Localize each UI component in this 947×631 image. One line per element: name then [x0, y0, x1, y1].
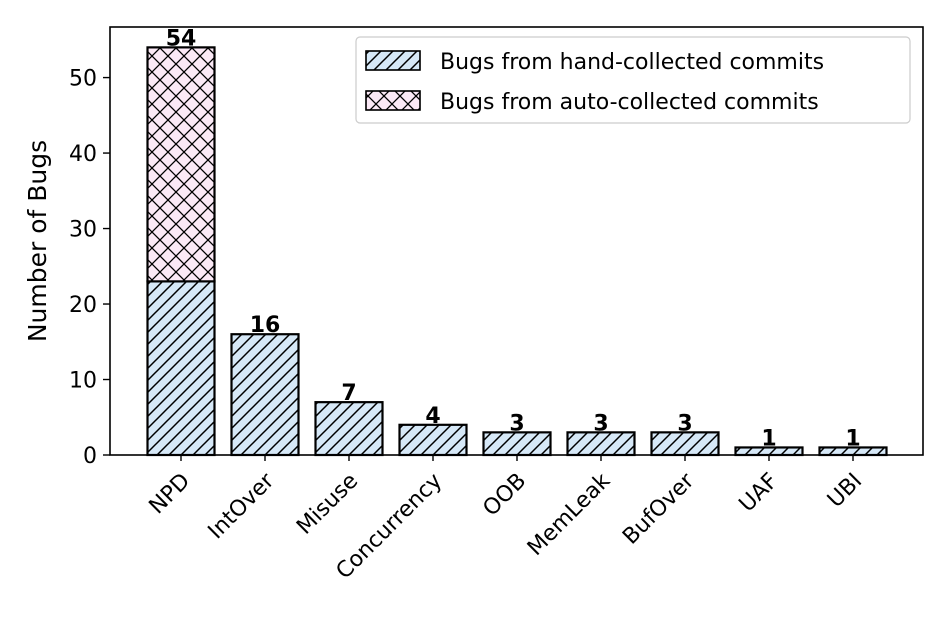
value-label-bufover: 3: [677, 411, 692, 436]
value-label-ubi: 1: [845, 426, 860, 451]
value-label-concurrency: 4: [425, 404, 440, 429]
y-tick-label-0: 0: [83, 444, 97, 469]
x-tick-label-misuse: Misuse: [292, 469, 363, 540]
legend-swatch-auto-collected-hatch: [365, 90, 421, 111]
x-tick-label-oob: OOB: [478, 469, 531, 522]
bar-hatch-concurrency-series-1: [398, 423, 468, 457]
value-label-npd: 54: [166, 26, 197, 51]
bar-hatch-misuse-series-1: [314, 401, 384, 457]
y-axis-label: Number of Bugs: [23, 140, 52, 342]
x-tick-label-ubi: UBI: [823, 469, 867, 513]
value-labels-group: 54 16 7 4 3 3 3 1 1: [166, 26, 861, 451]
legend-item-auto-collected: Bugs from auto-collected commits: [365, 90, 819, 115]
bar-hatch-npd-series-2: [146, 46, 216, 283]
y-tick-label-20: 20: [69, 293, 97, 318]
value-label-misuse: 7: [341, 381, 356, 406]
legend: Bugs from hand-collected commits Bugs fr…: [355, 36, 911, 124]
y-tick-label-50: 50: [69, 67, 97, 92]
value-label-intover: 16: [250, 313, 281, 338]
legend-label-hand-collected: Bugs from hand-collected commits: [440, 50, 824, 75]
value-label-memleak: 3: [593, 411, 608, 436]
y-tick-label-40: 40: [69, 142, 97, 167]
x-tick-label-bufover: BufOver: [618, 468, 700, 550]
plot-area-frame: [109, 26, 924, 456]
legend-box: [355, 36, 911, 124]
legend-label-auto-collected: Bugs from auto-collected commits: [440, 90, 819, 115]
x-tick-label-memleak: MemLeak: [523, 468, 616, 561]
legend-item-hand-collected: Bugs from hand-collected commits: [365, 50, 824, 75]
x-tick-label-uaf: UAF: [735, 469, 784, 518]
value-label-uaf: 1: [761, 426, 776, 451]
y-tick-label-10: 10: [69, 369, 97, 394]
value-label-oob: 3: [509, 411, 524, 436]
bar-hatch-intover-series-1: [230, 333, 300, 457]
x-tick-label-intover: IntOver: [204, 468, 280, 544]
bars-group: [146, 46, 888, 457]
bar-hatch-npd-series-1: [146, 280, 216, 457]
legend-swatch-hand-collected-hatch: [365, 50, 421, 71]
y-axis: 0 10 20 30 40 50: [69, 67, 110, 469]
y-tick-label-30: 30: [69, 218, 97, 243]
x-tick-label-npd: NPD: [145, 469, 196, 520]
